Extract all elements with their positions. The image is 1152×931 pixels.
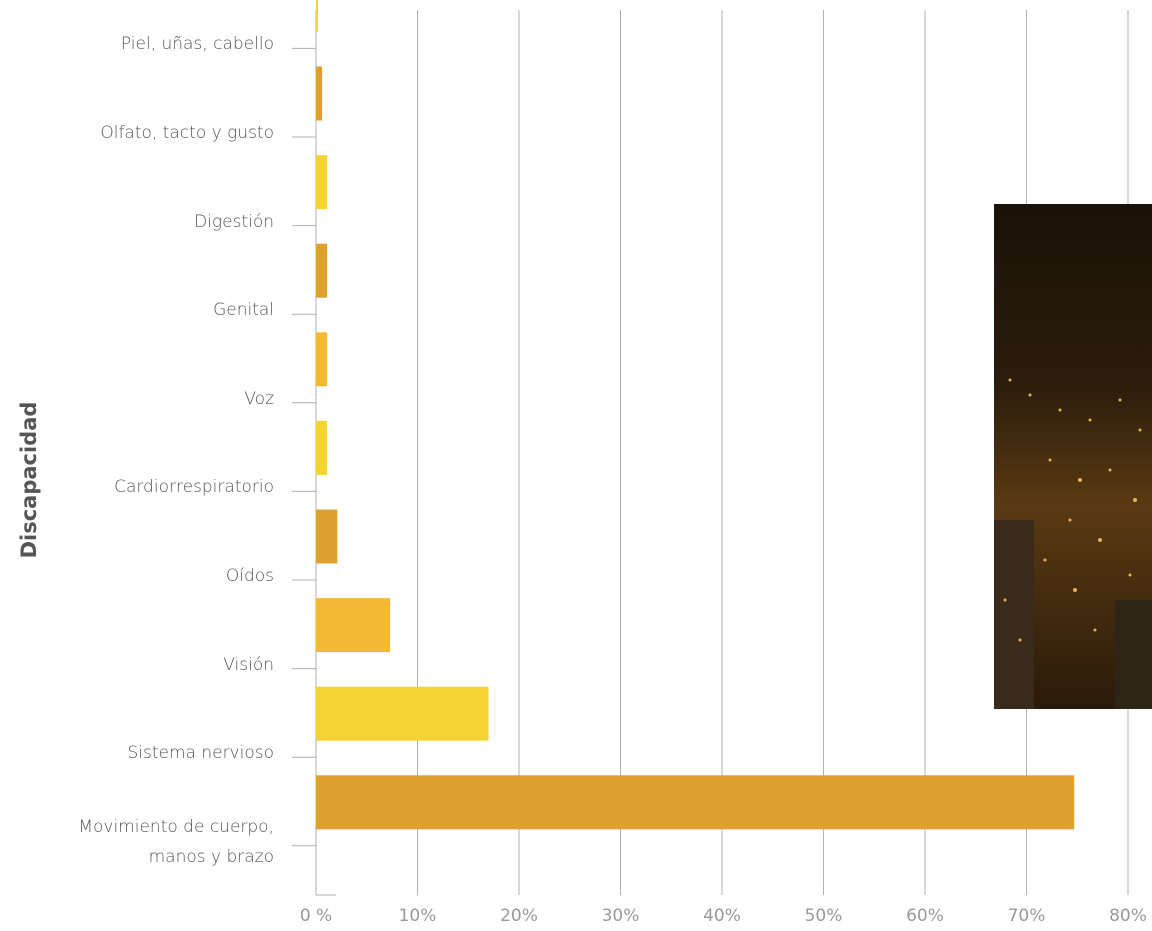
bar — [316, 686, 489, 741]
y-tick-label: Visión — [223, 654, 274, 675]
y-axis-title: Discapacidad — [17, 402, 41, 559]
x-tick-label: 30% — [602, 906, 640, 926]
x-tick-label: 10% — [399, 906, 437, 926]
bar — [316, 420, 328, 475]
bar — [316, 332, 328, 387]
y-tick-label: Digestión — [194, 211, 274, 232]
x-tick-label: 0 % — [300, 906, 332, 926]
bar — [316, 598, 391, 653]
x-tick-label: 50% — [805, 906, 843, 926]
bar — [316, 0, 319, 32]
x-tick-label: 80% — [1109, 906, 1147, 926]
y-tick-label: Oídos — [225, 566, 274, 586]
y-tick-label: Sistema nervioso — [127, 743, 274, 764]
x-tick-label: 70% — [1008, 906, 1046, 926]
x-tick-label: 40% — [703, 906, 741, 926]
y-tick-label: Piel, uñas, cabello — [120, 34, 274, 55]
y-tick-label: Genital — [213, 300, 274, 321]
bar — [316, 155, 328, 210]
bar — [316, 243, 328, 298]
bar — [316, 509, 338, 564]
y-tick-label: Movimiento de cuerpo, manos y brazo — [78, 816, 274, 867]
bar — [316, 66, 323, 121]
x-tick-label: 60% — [906, 906, 944, 926]
y-tick-label: Voz — [244, 388, 274, 409]
photo — [994, 204, 1152, 709]
bar — [316, 775, 1075, 830]
y-tick-label: Cardiorrespiratorio — [114, 477, 274, 498]
y-tick-label: Olfato, tacto y gusto — [100, 123, 274, 143]
x-tick-label: 20% — [500, 906, 538, 926]
